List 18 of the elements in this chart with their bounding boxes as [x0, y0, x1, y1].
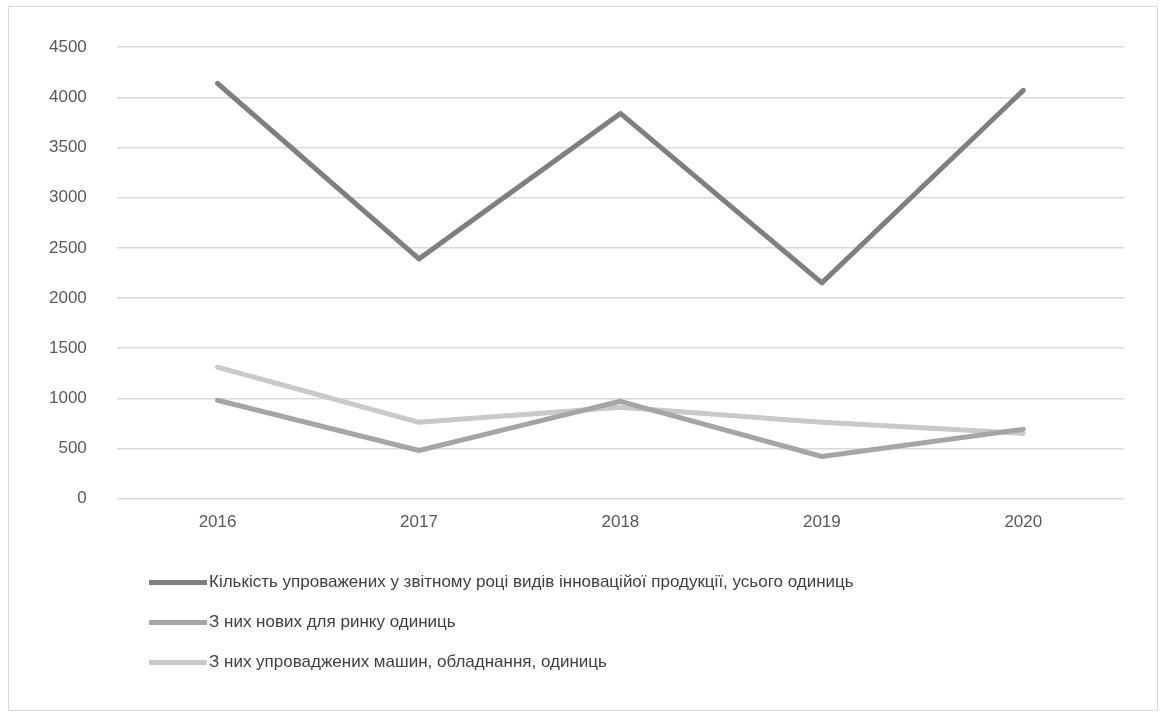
y-tick-label: 1500 [48, 337, 87, 357]
y-tick-label: 3500 [48, 137, 87, 157]
y-tick-label: 4500 [48, 36, 87, 56]
y-tick-label: 0 [77, 488, 87, 508]
x-tick-label: 2018 [601, 512, 640, 532]
y-tick-label: 2500 [48, 237, 87, 257]
y-tick-label: 1000 [48, 387, 87, 407]
legend-label: З них упроваджених машин, обладнання, одиниць [209, 652, 607, 672]
x-tick-label: 2020 [1004, 512, 1043, 532]
y-tick-label: 2000 [48, 287, 87, 307]
x-tick-label: 2016 [198, 512, 237, 532]
legend-label: Кількість упроважених у звітному році видів інноваційої продукції, усього одиниць [209, 572, 854, 592]
y-tick-label: 500 [58, 438, 87, 458]
y-tick-label: 4000 [48, 87, 87, 107]
x-tick-label: 2019 [802, 512, 841, 532]
legend-label: З них нових для ринку одиниць [209, 612, 456, 632]
y-tick-label: 3000 [48, 187, 87, 207]
x-tick-label: 2017 [400, 512, 438, 532]
